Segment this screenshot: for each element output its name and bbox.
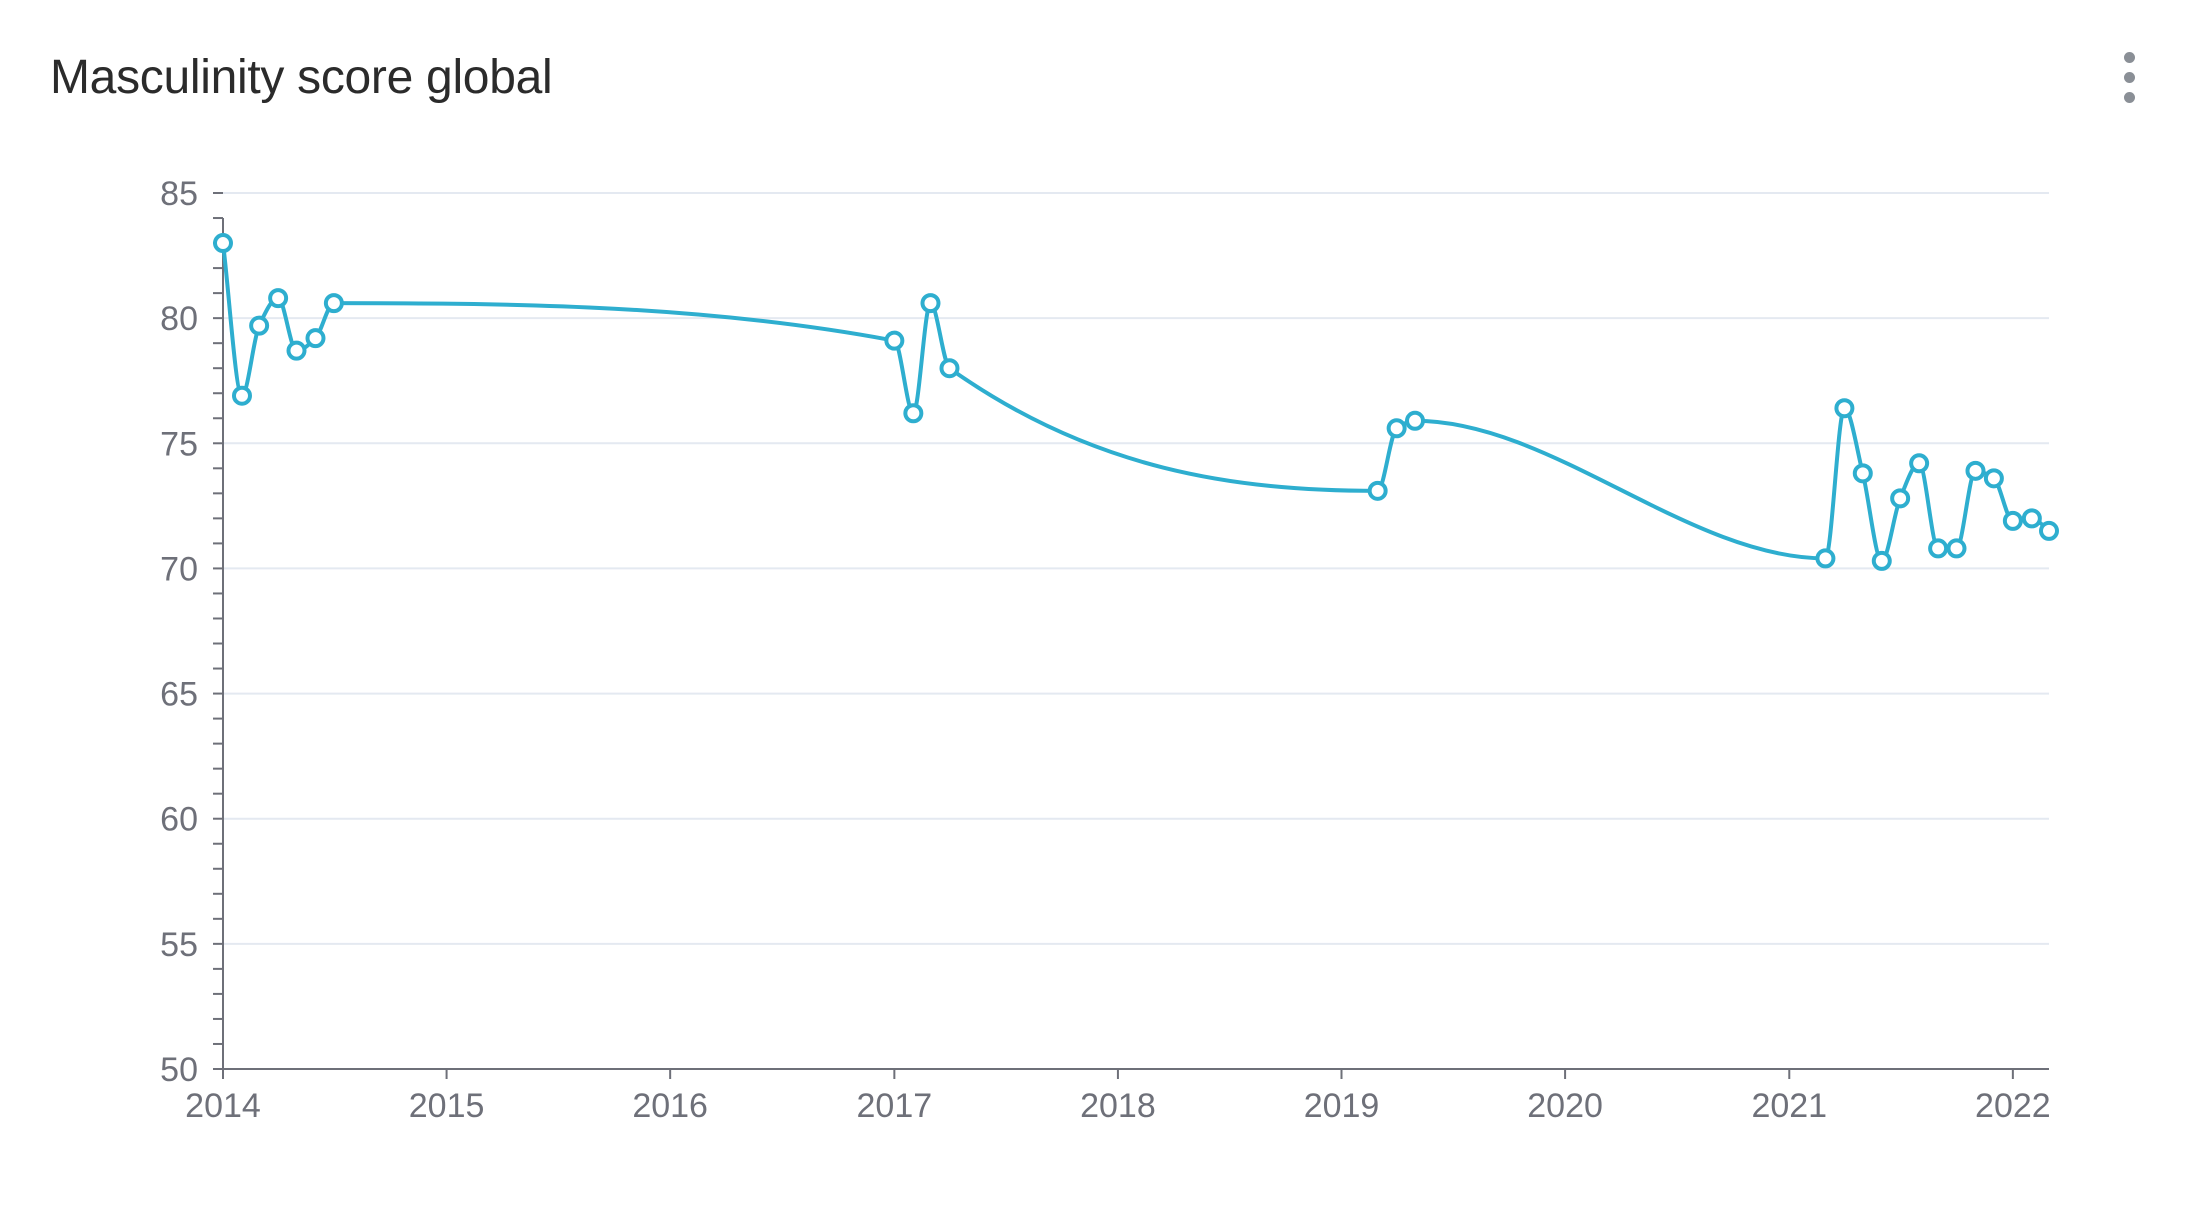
data-point — [903, 403, 924, 424]
data-point — [884, 330, 905, 351]
menu-dot — [2124, 92, 2135, 103]
data-point — [323, 293, 344, 314]
x-tick-label: 2020 — [1527, 1087, 1603, 1125]
series-line — [221, 242, 2051, 563]
data-point — [939, 358, 960, 379]
data-point — [249, 315, 270, 336]
data-point — [1983, 468, 2004, 489]
data-point — [2002, 510, 2023, 531]
x-tick-label: 2014 — [185, 1087, 261, 1125]
y-tick-label: 80 — [160, 300, 198, 338]
x-tick-label: 2016 — [632, 1087, 708, 1125]
x-tick-label: 2021 — [1751, 1087, 1827, 1125]
y-tick-label: 70 — [160, 550, 198, 588]
data-point — [1852, 463, 1873, 484]
data-point — [1965, 460, 1986, 481]
x-tick-label: 2017 — [857, 1087, 933, 1125]
chart-title: Masculinity score global — [50, 51, 553, 104]
data-point — [1946, 538, 1967, 559]
data-point — [305, 328, 326, 349]
data-point — [1871, 550, 1892, 571]
menu-dot — [2124, 52, 2135, 63]
data-point — [2021, 508, 2042, 529]
x-tick-label: 2018 — [1080, 1087, 1156, 1125]
x-tick-label: 2022 — [1975, 1087, 2051, 1125]
data-point — [1909, 453, 1930, 474]
y-tick-label: 55 — [160, 926, 198, 964]
y-tick-label: 85 — [160, 175, 198, 213]
data-point — [1890, 488, 1911, 509]
data-point — [213, 233, 233, 254]
data-point — [1367, 480, 1388, 501]
y-tick-label: 75 — [160, 425, 198, 463]
data-point — [920, 293, 941, 314]
x-tick-label: 2015 — [409, 1087, 485, 1125]
x-tick-label: 2019 — [1304, 1087, 1380, 1125]
data-point — [1815, 548, 1836, 569]
data-point — [2039, 520, 2059, 541]
y-tick-label: 50 — [160, 1051, 198, 1089]
y-tick-label: 65 — [160, 676, 198, 714]
data-point — [1386, 418, 1407, 439]
data-point — [231, 385, 252, 406]
data-point — [1834, 398, 1855, 419]
data-point — [1405, 410, 1426, 431]
menu-dot — [2124, 72, 2135, 83]
y-tick-label: 60 — [160, 801, 198, 839]
data-point — [1928, 538, 1949, 559]
data-point — [286, 340, 307, 361]
data-point — [268, 288, 289, 309]
more-vertical-icon[interactable] — [2110, 46, 2150, 108]
